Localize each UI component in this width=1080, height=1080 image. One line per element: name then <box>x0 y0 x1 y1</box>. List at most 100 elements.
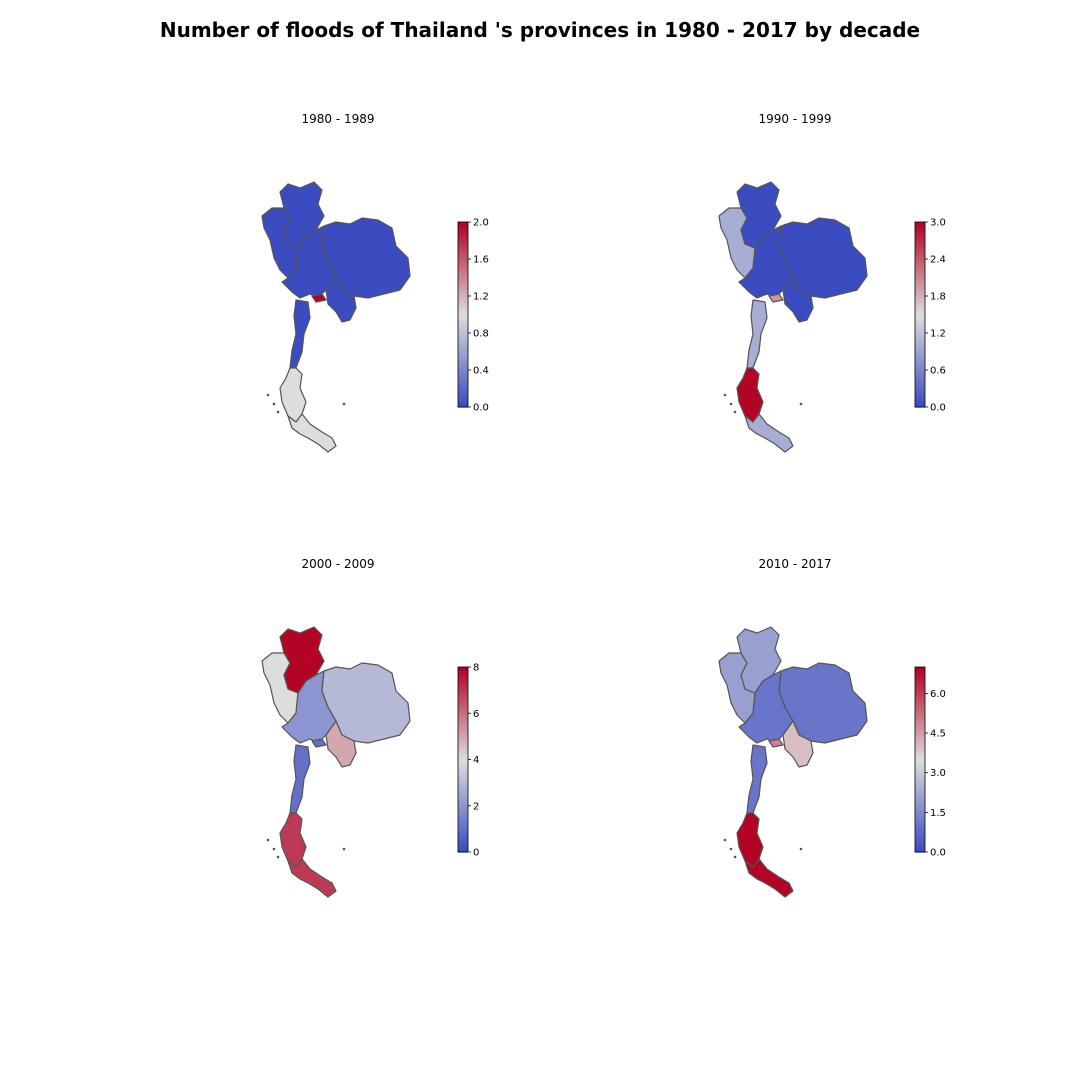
map-panel-2010s: 2010 - 2017 0.0 1.5 3.0 4.5 6.0 <box>675 557 975 917</box>
colorbar-gradient-step <box>458 710 468 714</box>
map-panel-2000s: 2000 - 2009 0 2 4 6 8 <box>218 557 518 917</box>
colorbar-gradient-step <box>915 845 925 850</box>
colorbar-gradient-step <box>458 700 468 705</box>
colorbar-gradient-step <box>915 268 925 272</box>
colorbar-gradient-step <box>915 728 925 733</box>
colorbar-tick-label: 3.0 <box>930 768 946 779</box>
colorbar-gradient-step <box>915 305 925 309</box>
colorbar-gradient-step <box>915 747 925 751</box>
colorbar-gradient-step <box>915 756 925 761</box>
colorbar-gradient-step <box>915 787 925 791</box>
colorbar-gradient-step <box>915 231 925 235</box>
colorbar-tick-label: 3.0 <box>930 218 946 229</box>
colorbar-gradient-step <box>458 731 468 736</box>
colorbar-gradient-step <box>915 394 925 399</box>
province-region-northeast <box>321 662 411 744</box>
colorbar-gradient-step <box>458 762 468 767</box>
island-marker <box>733 410 737 414</box>
colorbar-gradient-step <box>915 379 925 383</box>
colorbar-gradient-step <box>458 231 468 235</box>
colorbar-gradient-step <box>915 830 925 835</box>
colorbar-gradient-step <box>458 348 468 353</box>
colorbar-gradient-step <box>915 262 925 266</box>
colorbar-frame <box>457 221 469 408</box>
colorbar-gradient-step <box>458 265 468 269</box>
thailand-choropleth-map <box>261 626 411 898</box>
colorbar-gradient-step <box>458 289 468 294</box>
colorbar-tick-label: 0.8 <box>473 329 489 340</box>
island-marker <box>799 847 803 851</box>
colorbar-gradient-step <box>458 259 468 263</box>
colorbar-gradient-step <box>458 697 468 702</box>
colorbar-gradient-step <box>915 308 925 313</box>
colorbar-gradient-step <box>458 787 468 791</box>
colorbar-gradient-step <box>458 811 468 816</box>
colorbar-gradient-step <box>458 744 468 748</box>
colorbar-gradient-step <box>458 323 468 328</box>
colorbar-gradient-step <box>915 833 925 838</box>
colorbar-tick-label: 2 <box>473 801 479 812</box>
colorbar-gradient-step <box>458 314 468 319</box>
colorbar-gradient-step <box>915 329 925 334</box>
colorbar-gradient-step <box>458 403 468 408</box>
colorbar-tick-label: 1.6 <box>473 255 489 266</box>
colorbar-tick-label: 4 <box>473 755 479 766</box>
colorbar-gradient-step <box>458 679 468 684</box>
colorbar-gradient-step <box>915 333 925 337</box>
colorbar-tick-label: 2.0 <box>473 218 489 229</box>
colorbar-gradient-step <box>458 305 468 309</box>
island-marker <box>799 402 803 406</box>
colorbar-gradient-step <box>915 259 925 263</box>
island-marker <box>729 847 733 851</box>
colorbar-gradient-step <box>915 388 925 393</box>
colorbar-gradient-step <box>915 243 925 248</box>
province-region-bangkok <box>768 293 784 303</box>
colorbar-gradient-step <box>458 391 468 396</box>
colorbar-gradient-step <box>915 286 925 291</box>
colorbar-gradient-step <box>458 268 468 272</box>
colorbar-gradient-step <box>915 271 925 276</box>
colorbar-gradient-step <box>915 700 925 705</box>
colorbar-gradient-step <box>458 827 468 832</box>
colorbar-tick-label: 0.0 <box>930 403 946 414</box>
colorbar-gradient-step <box>915 397 925 402</box>
colorbar-gradient-step <box>915 391 925 396</box>
province-region-east <box>325 275 357 323</box>
colorbar-gradient-step <box>458 670 468 674</box>
colorbar-gradient-step <box>915 317 925 322</box>
province-region-isthmus <box>289 299 311 369</box>
panel-title: 1990 - 1999 <box>758 112 832 126</box>
colorbar-gradient-step <box>915 342 925 346</box>
colorbar-tick-label: 6 <box>473 709 479 720</box>
colorbar-gradient-step <box>915 716 925 721</box>
colorbar-gradient-step <box>458 722 468 727</box>
colorbar-gradient-step <box>915 731 925 736</box>
colorbar-gradient-step <box>458 781 468 785</box>
colorbar-gradient-step <box>458 842 468 847</box>
island-marker <box>272 402 276 406</box>
colorbar-gradient-step <box>915 682 925 687</box>
colorbar-gradient-step <box>458 370 468 374</box>
colorbar-gradient-step <box>458 759 468 764</box>
island-marker <box>266 838 270 842</box>
colorbar-gradient-step <box>458 234 468 239</box>
colorbar-gradient-step <box>915 382 925 387</box>
colorbar-gradient-step <box>458 704 468 708</box>
colorbar-gradient-step <box>458 808 468 813</box>
province-region-east <box>782 275 814 323</box>
colorbar-gradient-step <box>915 685 925 690</box>
colorbar-gradient-step <box>458 833 468 838</box>
colorbar-gradient-step <box>458 286 468 291</box>
colorbar-gradient-step <box>915 805 925 810</box>
colorbar-gradient-step <box>915 774 925 779</box>
colorbar-gradient-step <box>915 283 925 288</box>
colorbar-gradient-step <box>915 691 925 696</box>
colorbar-gradient-step <box>458 725 468 730</box>
colorbar-gradient-step <box>458 818 468 822</box>
colorbar-gradient-step <box>915 793 925 798</box>
colorbar-gradient-step <box>915 707 925 711</box>
panel-title: 2000 - 2009 <box>301 557 375 571</box>
colorbar-gradient-step <box>458 688 468 693</box>
figure-title: Number of floods of Thailand 's province… <box>159 18 921 42</box>
panel-title: 1980 - 1989 <box>301 112 375 126</box>
